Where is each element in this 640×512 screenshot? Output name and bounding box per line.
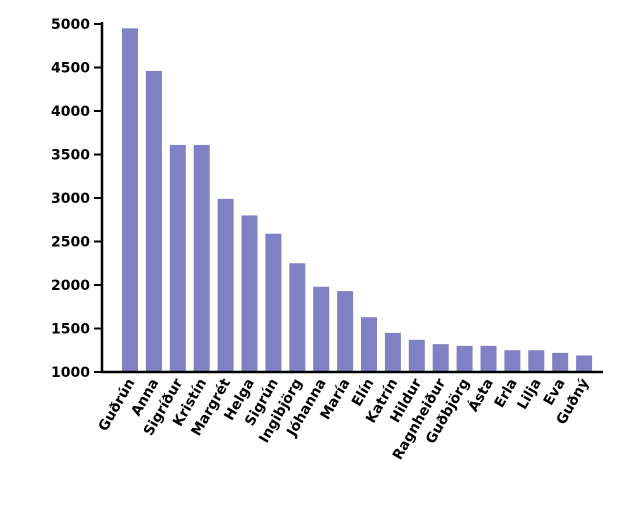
bar — [456, 345, 473, 372]
bar — [169, 144, 186, 372]
bar — [313, 286, 330, 372]
bar — [265, 233, 282, 372]
y-tick-label: 3500 — [51, 148, 90, 164]
y-tick-label: 3000 — [51, 191, 90, 207]
bar — [289, 263, 306, 372]
y-tick-label: 4000 — [51, 104, 90, 120]
y-tick-label: 5000 — [51, 17, 90, 33]
bar — [384, 332, 401, 372]
bar — [576, 355, 593, 372]
bar — [361, 317, 377, 372]
x-tick-label: Ásta — [465, 376, 497, 415]
bar — [241, 215, 258, 372]
bar — [480, 345, 497, 372]
x-tick-label: Lilja — [515, 376, 545, 412]
y-tick-label: 2500 — [51, 235, 90, 251]
bar — [193, 144, 210, 372]
y-tick-label: 4500 — [51, 61, 90, 77]
bar — [528, 350, 545, 372]
y-tick-label: 1500 — [51, 322, 90, 338]
bar — [504, 350, 521, 372]
bar — [408, 339, 425, 372]
bar — [217, 198, 234, 372]
y-tick-label: 2000 — [51, 278, 90, 294]
bar — [337, 291, 354, 372]
bar — [122, 28, 138, 372]
y-tick-label: 1000 — [51, 365, 90, 381]
bar — [432, 344, 449, 372]
bar — [145, 70, 162, 372]
bar — [552, 352, 569, 372]
